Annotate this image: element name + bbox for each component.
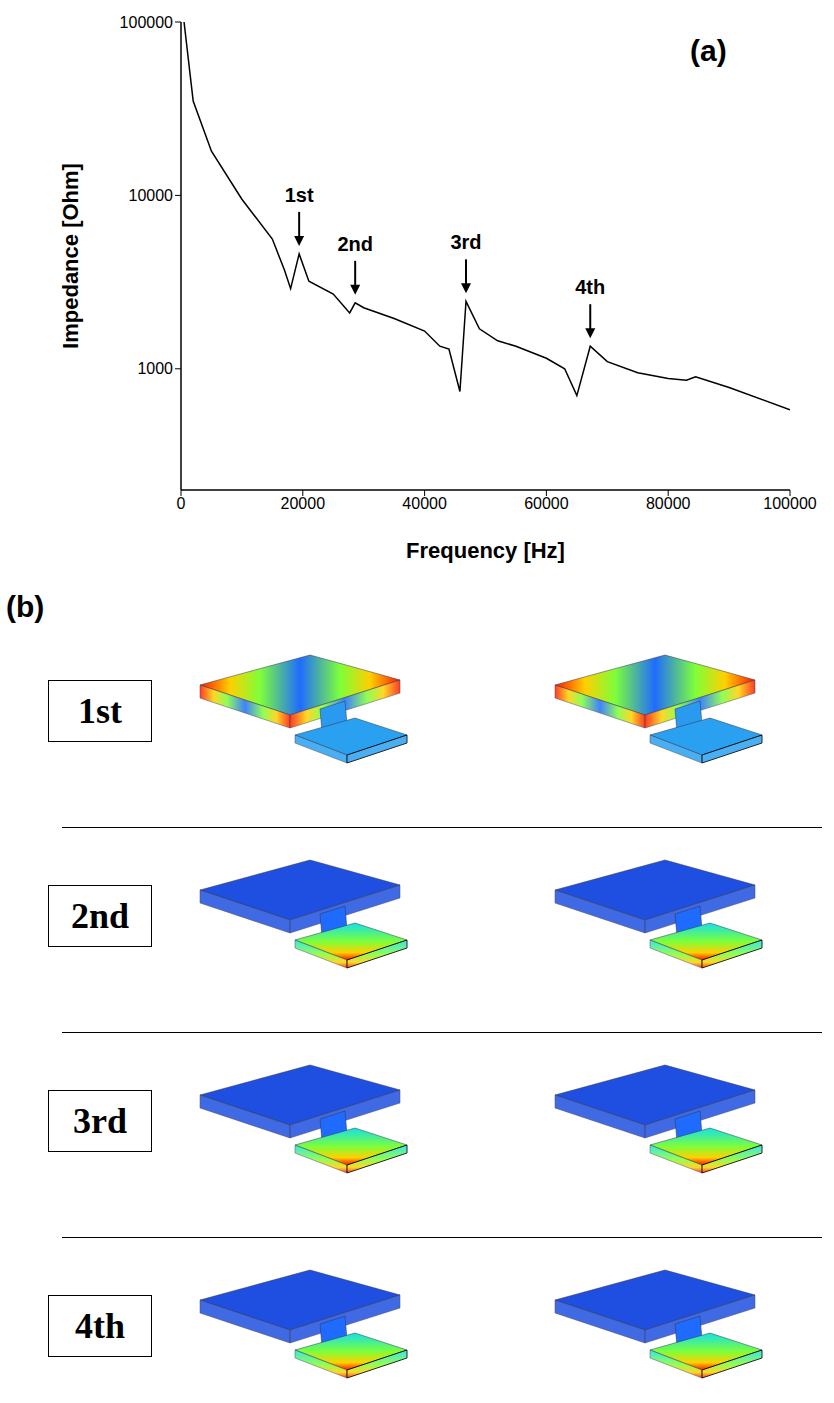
svg-text:0: 0 [177,495,186,512]
svg-text:Impedance [Ohm]: Impedance [Ohm] [58,163,83,349]
svg-text:100000: 100000 [120,14,173,31]
svg-text:2nd: 2nd [337,233,373,255]
svg-text:20000: 20000 [281,495,326,512]
html-text:4th: 4th [75,1306,125,1346]
svg-text:1000: 1000 [137,360,173,377]
svg-text:10000: 10000 [129,187,174,204]
svg-text:3rd: 3rd [450,231,481,253]
svg-text:Frequency [Hz]: Frequency [Hz] [406,538,565,563]
html-text:(a): (a) [690,34,727,67]
html-text:2nd: 2nd [71,896,129,936]
html-text:3rd: 3rd [73,1101,127,1141]
svg-text:60000: 60000 [524,495,569,512]
html-text:(b): (b) [6,590,45,623]
html-text:1st: 1st [78,691,122,731]
svg-text:1st: 1st [285,184,314,206]
svg-text:4th: 4th [575,276,605,298]
svg-text:100000: 100000 [763,495,816,512]
svg-text:40000: 40000 [402,495,447,512]
svg-text:80000: 80000 [646,495,691,512]
